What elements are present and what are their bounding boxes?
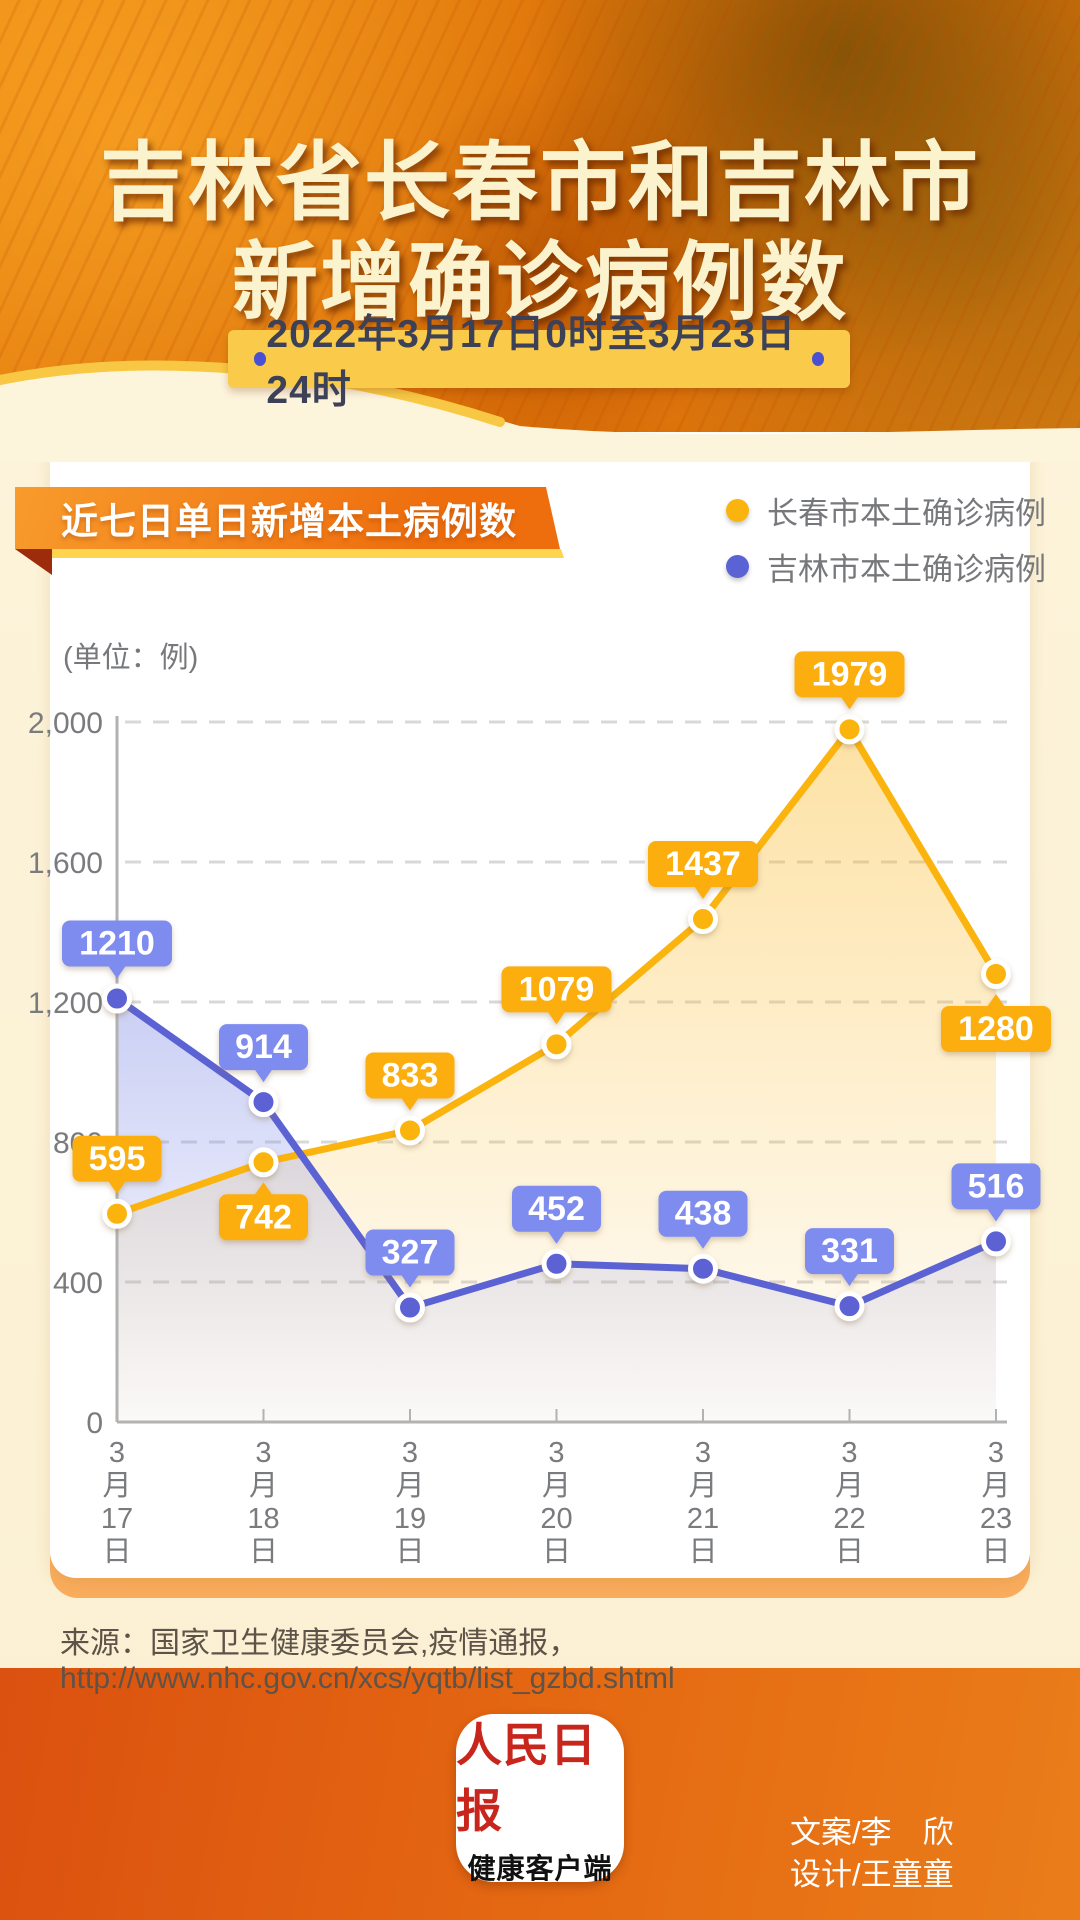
date-range-text: 2022年3月17日0时至3月23日24时 [266,313,796,412]
legend-label-jilin: 吉林市本土确诊病例 [767,552,1046,587]
date-range-badge: 2022年3月17日0时至3月23日24时 [228,313,850,412]
source-line: 来源：国家卫生健康委员会,疫情通报，http://www.nhc.gov.cn/… [60,1627,675,1695]
date-badge-right-dot-icon [811,352,824,366]
logo-line1: 人民日报 [456,1720,597,1837]
legend-dot-jilin-icon [726,555,749,578]
chart-title-text: 近七日单日新增本土病例数 [61,501,517,542]
header-photo-banner: 吉林省长春市和吉林市 新增确诊病例数 [0,0,1080,440]
logo-line2: 健康客户端 [467,1853,613,1884]
page-title-line2: 新增确诊病例数 [232,235,848,331]
legend-label-changchun: 长春市本土确诊病例 [767,496,1046,531]
unit-label: (单位：例) [63,642,199,674]
ribbon-underline-strip [52,549,564,558]
legend-item-changchun: 长春市本土确诊病例 [726,488,1046,533]
chart-card [50,432,1030,1578]
page-title-line1: 吉林省长春市和吉林市 [100,135,980,231]
legend-dot-changchun-icon [726,499,749,522]
date-badge-left-dot-icon [254,352,267,366]
people-daily-health-logo: 人民日报 健康客户端 [456,1714,624,1884]
chart-legend: 长春市本土确诊病例 吉林市本土确诊病例 [726,488,1046,600]
legend-item-jilin: 吉林市本土确诊病例 [726,544,1046,589]
ribbon-fold-triangle [15,549,52,575]
credit-writer: 文案/李 欣 [790,1815,954,1850]
credit-designer: 设计/王童童 [790,1857,954,1892]
chart-title-ribbon: 近七日单日新增本土病例数 [15,487,560,549]
credits-block: 文案/李 欣 设计/王童童 [790,1812,954,1896]
